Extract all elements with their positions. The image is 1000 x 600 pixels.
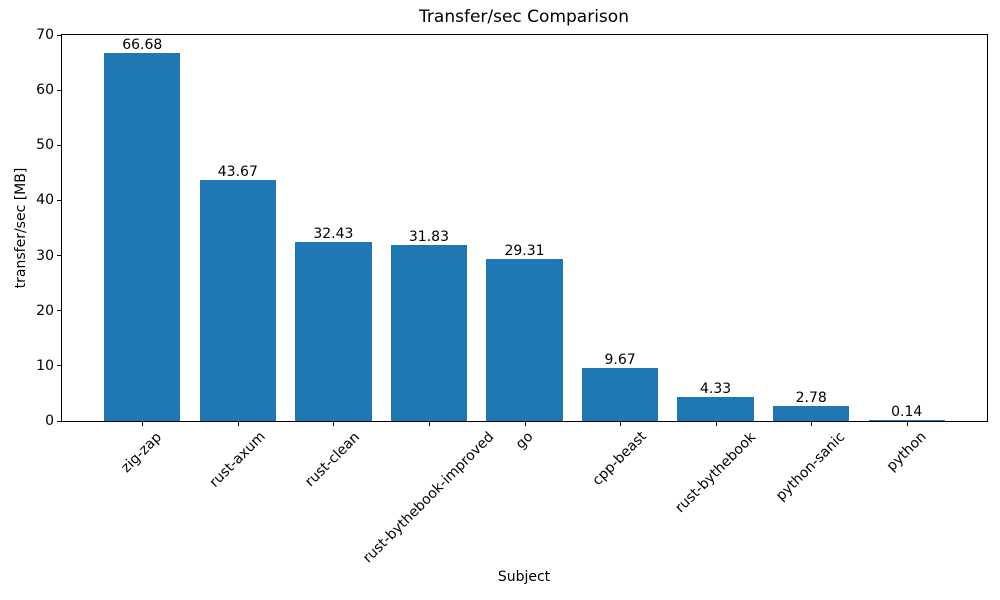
bar-value-label-zig-zap: 66.68 bbox=[122, 37, 163, 54]
x-tick-mark bbox=[906, 422, 908, 426]
x-tick-mark bbox=[620, 422, 622, 426]
y-tick-mark bbox=[57, 199, 61, 201]
bar-rust-bythebook bbox=[677, 397, 754, 421]
bar-python-sanic bbox=[772, 405, 850, 421]
x-tick-mark bbox=[811, 422, 813, 426]
y-tick-mark bbox=[57, 420, 61, 422]
y-tick-mark bbox=[57, 255, 61, 257]
ytick-label-0: 0 bbox=[45, 413, 54, 429]
xtick-label-rust-bythebook: rust-bythebook bbox=[671, 429, 759, 516]
bar-value-label-go: 29.31 bbox=[504, 243, 545, 260]
bar-value-label-rust-bythebook: 4.33 bbox=[700, 381, 732, 398]
ytick-label-30: 30 bbox=[36, 247, 54, 264]
xtick-label-rust-bythebook-improved: rust-bythebook-improved bbox=[359, 428, 498, 567]
bar-value-label-rust-bythebook-improved: 31.83 bbox=[408, 229, 449, 246]
bar-rust-axum bbox=[199, 180, 277, 421]
x-tick-mark bbox=[237, 422, 239, 426]
xtick-label-zig-zap: zig-zap bbox=[118, 428, 166, 476]
xtick-label-python: python bbox=[883, 428, 930, 475]
bar-value-label-python-sanic: 2.78 bbox=[795, 389, 827, 406]
y-tick-mark bbox=[57, 144, 61, 146]
bar-rust-bythebook-improved bbox=[390, 245, 468, 421]
bar-value-label-cpp-beast: 9.67 bbox=[604, 351, 636, 368]
y-tick-mark bbox=[57, 310, 61, 312]
bar-rust-clean bbox=[295, 242, 372, 421]
bar-go bbox=[486, 259, 563, 421]
xtick-label-go: go bbox=[512, 428, 536, 453]
ytick-label-60: 60 bbox=[36, 82, 54, 99]
xtick-label-python-sanic: python-sanic bbox=[773, 428, 849, 505]
chart-title: Transfer/sec Comparison bbox=[419, 7, 629, 27]
ytick-label-10: 10 bbox=[36, 357, 54, 374]
plot-area: 66.68 43.67 32.43 31.83 29.31 9.67 4.33 2.78 0.1… bbox=[61, 34, 988, 422]
xtick-label-cpp-beast: cpp-beast bbox=[589, 428, 650, 490]
bar-cpp-beast bbox=[581, 367, 659, 421]
bar-value-label-rust-clean: 32.43 bbox=[313, 226, 354, 243]
x-axis-label: Subject bbox=[497, 569, 551, 585]
x-tick-mark bbox=[428, 422, 430, 426]
x-tick-mark bbox=[333, 422, 335, 426]
x-tick-mark bbox=[715, 422, 717, 426]
x-tick-mark bbox=[524, 422, 526, 426]
bar-value-label-rust-axum: 43.67 bbox=[217, 164, 258, 181]
y-axis-label: transfer/sec [MB] bbox=[13, 167, 29, 289]
y-tick-mark bbox=[57, 89, 61, 91]
ytick-label-70: 70 bbox=[36, 27, 54, 43]
bar-zig-zap bbox=[104, 53, 181, 421]
y-tick-mark bbox=[57, 365, 61, 367]
y-tick-mark bbox=[57, 34, 61, 36]
bar-value-label-python: 0.14 bbox=[891, 404, 923, 421]
ytick-label-50: 50 bbox=[36, 137, 54, 154]
bar-python bbox=[868, 420, 945, 421]
xtick-label-rust-axum: rust-axum bbox=[206, 429, 269, 492]
ytick-label-40: 40 bbox=[36, 192, 54, 209]
ytick-label-20: 20 bbox=[36, 302, 54, 319]
x-tick-mark bbox=[142, 422, 144, 426]
xtick-label-rust-clean: rust-clean bbox=[302, 428, 364, 490]
